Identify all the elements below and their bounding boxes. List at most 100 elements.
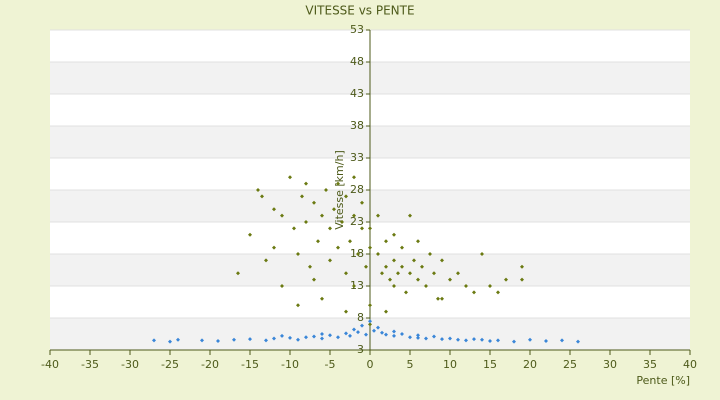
x-tick-label: -20 (201, 358, 219, 371)
point (344, 309, 348, 314)
point (308, 264, 312, 269)
x-tick-label: 30 (603, 358, 617, 371)
point (384, 309, 388, 314)
x-tick-label: -40 (41, 358, 59, 371)
point (320, 332, 324, 336)
point (312, 200, 316, 205)
point (256, 188, 260, 192)
point (336, 181, 340, 186)
point (312, 334, 316, 339)
point (296, 252, 300, 256)
point (232, 337, 236, 342)
y-tick-label: 23 (350, 215, 364, 228)
point (272, 336, 276, 341)
point (408, 213, 412, 218)
point (440, 337, 444, 342)
point (416, 277, 420, 282)
point (388, 277, 392, 282)
point (288, 175, 292, 180)
point (360, 323, 364, 328)
point (424, 284, 428, 288)
y-tick-label: 28 (350, 183, 364, 196)
point (328, 226, 332, 231)
point (288, 335, 292, 340)
point (412, 258, 416, 263)
point (304, 181, 308, 186)
point (152, 338, 156, 343)
y-tick-label: 48 (350, 55, 364, 68)
point (380, 330, 384, 335)
point (332, 207, 336, 212)
point (280, 213, 284, 218)
y-tick-label: 43 (350, 87, 364, 100)
point (364, 332, 368, 337)
x-tick-label: -30 (121, 358, 139, 371)
point (440, 258, 444, 263)
point (348, 239, 352, 244)
chart-title: VITESSE vs PENTE (305, 4, 414, 18)
point (368, 226, 372, 231)
point (336, 335, 340, 340)
point (408, 271, 412, 276)
point (448, 336, 452, 341)
point (376, 213, 380, 218)
point (368, 245, 372, 250)
y-tick-label: 33 (350, 151, 364, 164)
point (560, 338, 564, 343)
point (328, 333, 332, 338)
point (436, 296, 440, 301)
point (340, 220, 344, 224)
point (392, 329, 396, 334)
point (396, 271, 400, 276)
point (344, 194, 348, 199)
point (496, 338, 500, 343)
point (544, 339, 548, 344)
point (416, 239, 420, 244)
point (200, 338, 204, 343)
point (352, 213, 356, 218)
point (296, 303, 300, 308)
point (520, 277, 524, 282)
point (236, 271, 240, 276)
point (480, 337, 484, 342)
point (320, 296, 324, 301)
point (216, 339, 220, 344)
point (400, 245, 404, 250)
point (384, 264, 388, 269)
point (376, 325, 380, 330)
point (312, 277, 316, 282)
point (328, 258, 332, 263)
point (280, 333, 284, 338)
x-tick-label: 35 (643, 358, 657, 371)
point (576, 339, 580, 344)
point (348, 333, 352, 338)
x-tick-label: 15 (483, 358, 497, 371)
point (356, 330, 360, 335)
point (344, 271, 348, 276)
point (428, 252, 432, 256)
point (528, 337, 532, 342)
point (392, 232, 396, 237)
point (264, 258, 268, 263)
point (368, 322, 372, 327)
point (272, 245, 276, 250)
point (336, 245, 340, 250)
point (456, 337, 460, 342)
point (472, 337, 476, 342)
point (372, 328, 376, 333)
point (376, 252, 380, 256)
point (456, 271, 460, 276)
point (368, 303, 372, 308)
point (480, 252, 484, 256)
point (292, 226, 296, 231)
point (408, 335, 412, 340)
point (404, 290, 408, 295)
point (400, 332, 404, 336)
x-tick-label: 0 (367, 358, 374, 371)
point (392, 258, 396, 263)
point (368, 319, 372, 324)
point (432, 334, 436, 339)
point (520, 264, 524, 269)
point (464, 284, 468, 288)
